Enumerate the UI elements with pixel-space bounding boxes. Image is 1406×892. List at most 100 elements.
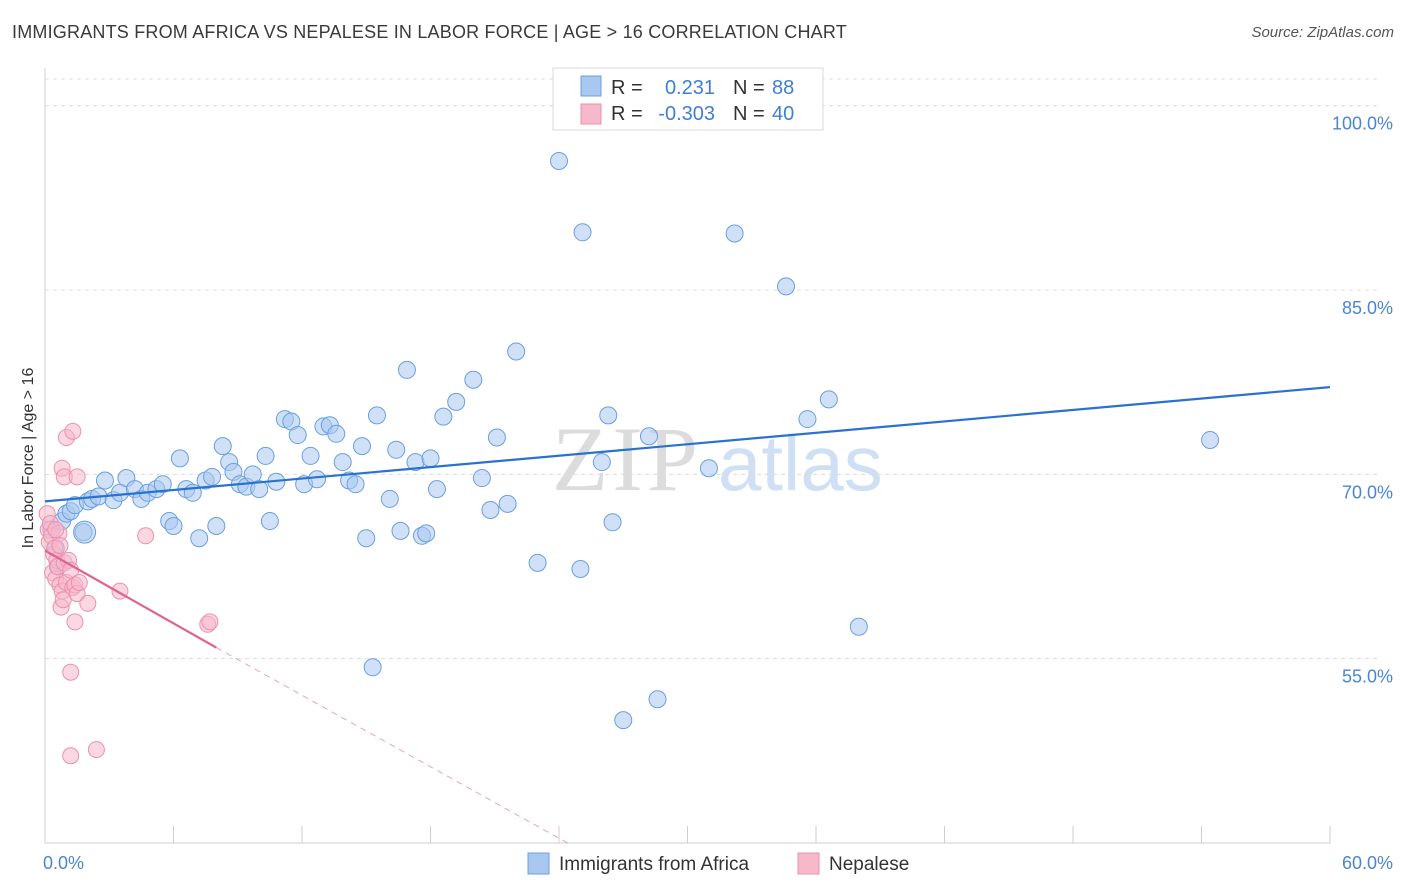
point-africa: [207, 516, 226, 535]
point-africa: [528, 553, 547, 572]
point-africa: [599, 406, 618, 425]
legend-swatch-africa: [580, 75, 602, 97]
point-africa: [464, 370, 483, 389]
watermark: ZIP atlas: [552, 408, 883, 510]
point-nepalese: [47, 521, 65, 539]
point-nepalese: [137, 527, 155, 545]
point-africa: [427, 480, 446, 499]
point-nepalese: [54, 591, 72, 609]
point-africa: [387, 440, 406, 459]
point-africa: [777, 277, 796, 296]
legend-n-value-africa: 88: [772, 77, 794, 99]
point-africa: [639, 427, 658, 446]
legend-r-value-africa: 0.231: [665, 77, 715, 99]
point-africa: [648, 690, 667, 709]
y-tick-label: 55.0%: [1342, 667, 1393, 687]
chart-title: IMMIGRANTS FROM AFRICA VS NEPALESE IN LA…: [12, 22, 847, 42]
trend-line-africa: [44, 386, 1331, 503]
grid: [45, 78, 1380, 660]
point-africa: [213, 437, 232, 456]
point-africa: [391, 521, 410, 540]
point-africa: [367, 406, 386, 425]
point-africa: [256, 446, 275, 465]
point-africa: [699, 459, 718, 478]
point-africa: [481, 500, 500, 519]
point-africa: [725, 224, 744, 243]
point-africa: [95, 471, 114, 490]
trend-lines: [44, 386, 1331, 844]
point-africa: [357, 529, 376, 548]
point-africa: [819, 390, 838, 409]
point-africa: [472, 469, 491, 488]
point-africa: [592, 453, 611, 472]
point-africa: [164, 516, 183, 535]
point-africa: [573, 223, 592, 242]
point-africa: [153, 475, 172, 494]
bottom-legend-swatch-nepalese: [797, 852, 820, 875]
point-africa: [307, 470, 326, 489]
point-africa: [73, 520, 97, 544]
y-axis-title: In Labor Force | Age > 16: [20, 368, 37, 549]
point-africa: [203, 467, 222, 486]
y-tick-label: 85.0%: [1342, 298, 1393, 318]
point-africa: [487, 428, 506, 447]
bottom-legend: Immigrants from Africa Nepalese: [527, 852, 909, 875]
point-africa: [380, 489, 399, 508]
bottom-legend-swatch-africa: [527, 852, 550, 875]
point-africa: [170, 449, 189, 468]
point-africa: [507, 342, 526, 361]
point-africa: [417, 524, 436, 543]
point-africa: [301, 446, 320, 465]
point-nepalese: [201, 613, 219, 631]
point-nepalese: [66, 613, 84, 631]
point-africa: [798, 410, 817, 429]
point-africa: [434, 407, 453, 426]
point-nepalese: [62, 663, 80, 681]
point-africa: [571, 559, 590, 578]
trend-line-nepalese: [44, 549, 217, 649]
point-africa: [346, 475, 365, 494]
trend-line-nepalese-extension: [216, 647, 568, 844]
point-africa: [421, 449, 440, 468]
watermark-zip: ZIP: [552, 408, 702, 510]
x-tick-label: 60.0%: [1342, 853, 1393, 873]
legend-r-value-nepalese: -0.303: [658, 103, 715, 125]
point-africa: [260, 512, 279, 531]
point-africa: [614, 711, 633, 730]
point-africa: [1201, 430, 1220, 449]
point-africa: [498, 494, 517, 513]
point-africa: [327, 424, 346, 443]
x-tick-label: 0.0%: [43, 853, 84, 873]
point-nepalese: [70, 573, 88, 591]
point-africa: [363, 658, 382, 677]
bottom-legend-nepalese: Nepalese: [829, 854, 909, 875]
legend-r-label-africa: R =: [611, 77, 643, 99]
legend-n-value-nepalese: 40: [772, 103, 794, 125]
legend-swatch-nepalese: [580, 103, 602, 125]
point-africa: [250, 480, 269, 499]
chart-source: Source: ZipAtlas.com: [1251, 24, 1394, 41]
legend-n-label-nepalese: N =: [733, 103, 765, 125]
point-africa: [352, 437, 371, 456]
legend: R = 0.231 N = 88 R = -0.303 N = 40: [552, 67, 824, 131]
point-nepalese: [62, 747, 80, 765]
point-africa: [447, 392, 466, 411]
watermark-atlas: atlas: [718, 419, 883, 507]
point-nepalese: [68, 468, 86, 486]
axes: [44, 68, 1331, 844]
point-africa: [550, 152, 568, 171]
point-nepalese: [64, 422, 82, 440]
point-africa: [288, 426, 307, 445]
point-nepalese: [51, 537, 69, 555]
point-africa: [603, 513, 622, 532]
y-tick-label: 100.0%: [1332, 114, 1393, 134]
point-nepalese: [87, 741, 105, 759]
legend-r-label-nepalese: R =: [611, 103, 643, 125]
point-africa: [190, 529, 209, 548]
point-nepalese: [79, 594, 97, 612]
point-africa: [849, 617, 868, 636]
point-africa: [397, 360, 416, 379]
y-tick-label: 70.0%: [1342, 482, 1393, 502]
point-africa: [333, 453, 352, 472]
